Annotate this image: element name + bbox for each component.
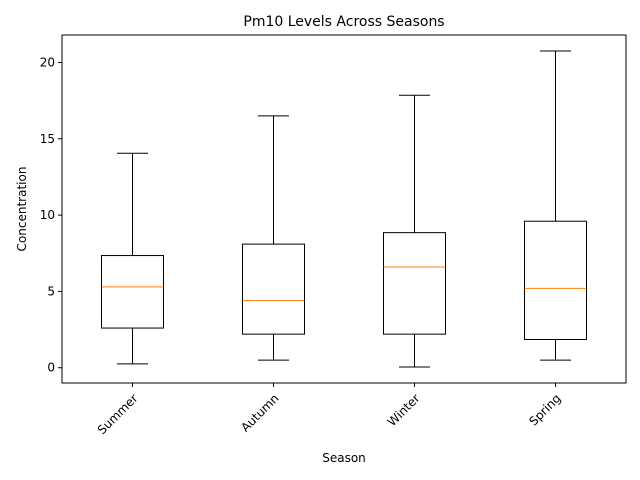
- x-tick-label-autumn: Autumn: [238, 391, 281, 434]
- x-tick-label-spring: Spring: [526, 391, 563, 428]
- x-axis-label: Season: [322, 451, 366, 465]
- box-autumn: [242, 243, 305, 335]
- y-tick-label-10: 10: [40, 208, 55, 222]
- y-tick-label-0: 0: [47, 361, 55, 375]
- y-axis-label: Concentration: [15, 167, 29, 252]
- box-summer: [101, 255, 164, 329]
- box-winter: [383, 232, 446, 335]
- box-spring: [524, 220, 587, 340]
- box-group-spring: [524, 50, 587, 361]
- x-tick-label-winter: Winter: [385, 391, 423, 429]
- box-group-summer: [101, 152, 164, 365]
- box-group-autumn: [242, 115, 305, 361]
- plot-area: [101, 50, 587, 368]
- chart-title: Pm10 Levels Across Seasons: [243, 14, 444, 30]
- plot-frame: [61, 34, 627, 384]
- box-group-winter: [383, 94, 446, 368]
- y-axis: 0 5 10 15 20: [40, 55, 62, 375]
- y-tick-label-5: 5: [47, 284, 55, 298]
- x-axis: Summer Autumn Winter Spring: [95, 383, 564, 437]
- x-tick-label-summer: Summer: [95, 391, 141, 437]
- y-tick-label-15: 15: [40, 132, 55, 146]
- y-tick-label-20: 20: [40, 55, 55, 69]
